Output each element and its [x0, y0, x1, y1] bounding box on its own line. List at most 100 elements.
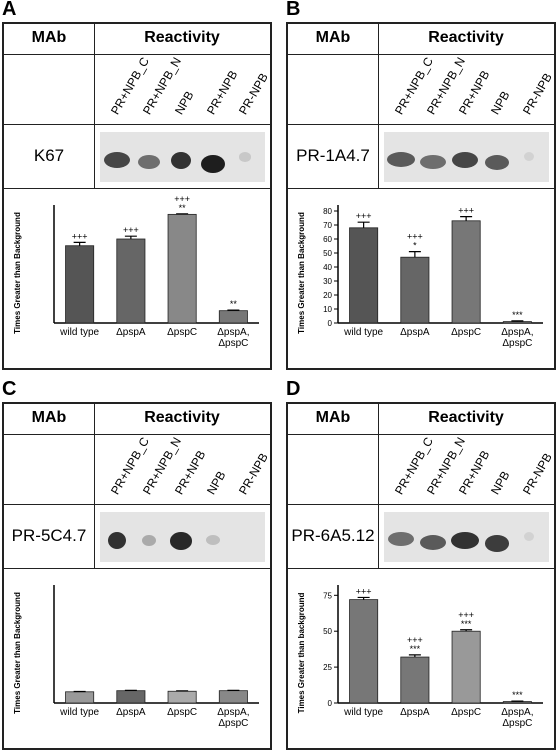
row-divider [288, 434, 554, 435]
panel-table: MAb Reactivity PR+NPB_C PR+NPB_N PR+NPB NPB PR… [286, 402, 556, 750]
bar-chart: Times Greater than Background [13, 585, 259, 714]
header-cell: MAb [31, 29, 67, 46]
blot-band [420, 535, 446, 550]
y-axis-label: Times Greater than Background [13, 212, 22, 334]
y-tick-label: 25 [323, 663, 332, 672]
blot-image [384, 132, 549, 182]
lane-label: NPB [488, 468, 513, 497]
blot-band [387, 152, 415, 167]
blot-band [170, 532, 192, 550]
row-divider [288, 188, 554, 189]
blot-band [171, 152, 191, 169]
blot-band [452, 152, 478, 168]
x-tick-label: ΔpspC [451, 327, 482, 338]
header-cell: Reactivity [428, 409, 504, 426]
bar-chart: 0 25 50 75 Times Greater than background +++ +… [297, 585, 543, 714]
y-tick-label: 80 [323, 207, 332, 216]
bar [400, 256, 430, 324]
lane-label: PR-NPB [236, 70, 271, 117]
x-tick-label: ΔpspC [451, 707, 482, 718]
panel-table: MAb Reactivity PR+NPB_C PR+NPB_N NPB PR+NPB PR… [2, 22, 272, 370]
lane-label: NPB [488, 88, 513, 117]
x-tick-label: ΔpspA, ΔpspC [501, 707, 534, 729]
bar [167, 213, 197, 324]
blot-band [142, 535, 156, 546]
y-axis-label: Times Greater than Background [13, 592, 22, 714]
y-tick-label: 10 [323, 305, 332, 314]
y-tick-label: 30 [323, 277, 332, 286]
error-bar [408, 251, 421, 258]
y-axis-label: Times Greater than background [297, 593, 306, 714]
y-tick-label: 75 [323, 591, 332, 600]
panel-letter: B [286, 0, 301, 20]
error-bar [176, 213, 189, 215]
significance-label: +++ [458, 206, 474, 216]
x-tick-label: ΔpspA, ΔpspC [217, 327, 250, 349]
panel-letter: C [2, 378, 17, 400]
mab-name: K67 [33, 146, 65, 165]
significance-label: +++ [174, 194, 190, 204]
column-divider [94, 404, 95, 568]
lane-label: NPB [204, 468, 229, 497]
bar [218, 690, 248, 704]
y-tick-label: 50 [323, 249, 332, 258]
y-tick-label: 70 [323, 221, 332, 230]
significance-label: *** [512, 310, 523, 320]
bar [502, 701, 532, 704]
significance-label: +++ [407, 232, 423, 242]
bar [349, 227, 379, 324]
bar [502, 321, 532, 324]
lane-label: PR-NPB [520, 450, 555, 497]
x-tick-label: ΔpspA [116, 327, 146, 338]
error-bar [357, 596, 370, 600]
row-divider [4, 54, 270, 55]
significance-label: *** [410, 644, 421, 654]
row-divider [288, 124, 554, 125]
bar [218, 310, 248, 324]
error-bar [511, 320, 524, 322]
x-tick-label: ΔpspA [116, 707, 146, 718]
header-cell: MAb [315, 29, 351, 46]
blot-image [100, 512, 265, 562]
row-divider [288, 54, 554, 55]
bar [400, 656, 430, 704]
header-cell: Reactivity [428, 29, 504, 46]
y-tick-label: 20 [323, 291, 332, 300]
blot-band [104, 152, 130, 168]
bar [65, 691, 95, 704]
significance-label: ** [179, 203, 187, 213]
blot-band [524, 152, 534, 161]
x-tick-label: wild type [344, 327, 384, 338]
blot-band [451, 532, 479, 549]
y-tick-label: 60 [323, 235, 332, 244]
panel-table: MAb Reactivity PR+NPB_C PR+NPB_N PR+NPB NPB PR… [2, 402, 272, 750]
blot-band [239, 152, 251, 162]
error-bar [460, 216, 473, 221]
header-cell: Reactivity [144, 29, 220, 46]
significance-label: +++ [72, 231, 88, 241]
lane-label: NPB [172, 88, 197, 117]
significance-label: +++ [356, 586, 372, 596]
blot-band [524, 532, 534, 541]
x-tick-label: ΔpspA [400, 327, 430, 338]
significance-label: ** [230, 299, 238, 309]
blot-band [108, 532, 126, 549]
x-tick-label: ΔpspC [167, 327, 198, 338]
column-divider [378, 24, 379, 188]
mab-name: PR-5C4.7 [11, 526, 87, 545]
significance-label: * [413, 241, 417, 251]
x-tick-label: ΔpspC [167, 707, 198, 718]
blot-image [384, 512, 549, 562]
mab-name: PR-1A4.7 [296, 146, 370, 165]
bar [116, 690, 146, 704]
blot-image [100, 132, 265, 182]
mab-name: PR-6A5.12 [291, 526, 375, 545]
significance-label: +++ [123, 225, 139, 235]
y-tick-label: 0 [328, 319, 333, 328]
blot-band [201, 155, 225, 173]
x-tick-label: wild type [60, 707, 100, 718]
x-tick-label: ΔpspA [400, 707, 430, 718]
row-divider [4, 434, 270, 435]
error-bar [357, 221, 370, 228]
